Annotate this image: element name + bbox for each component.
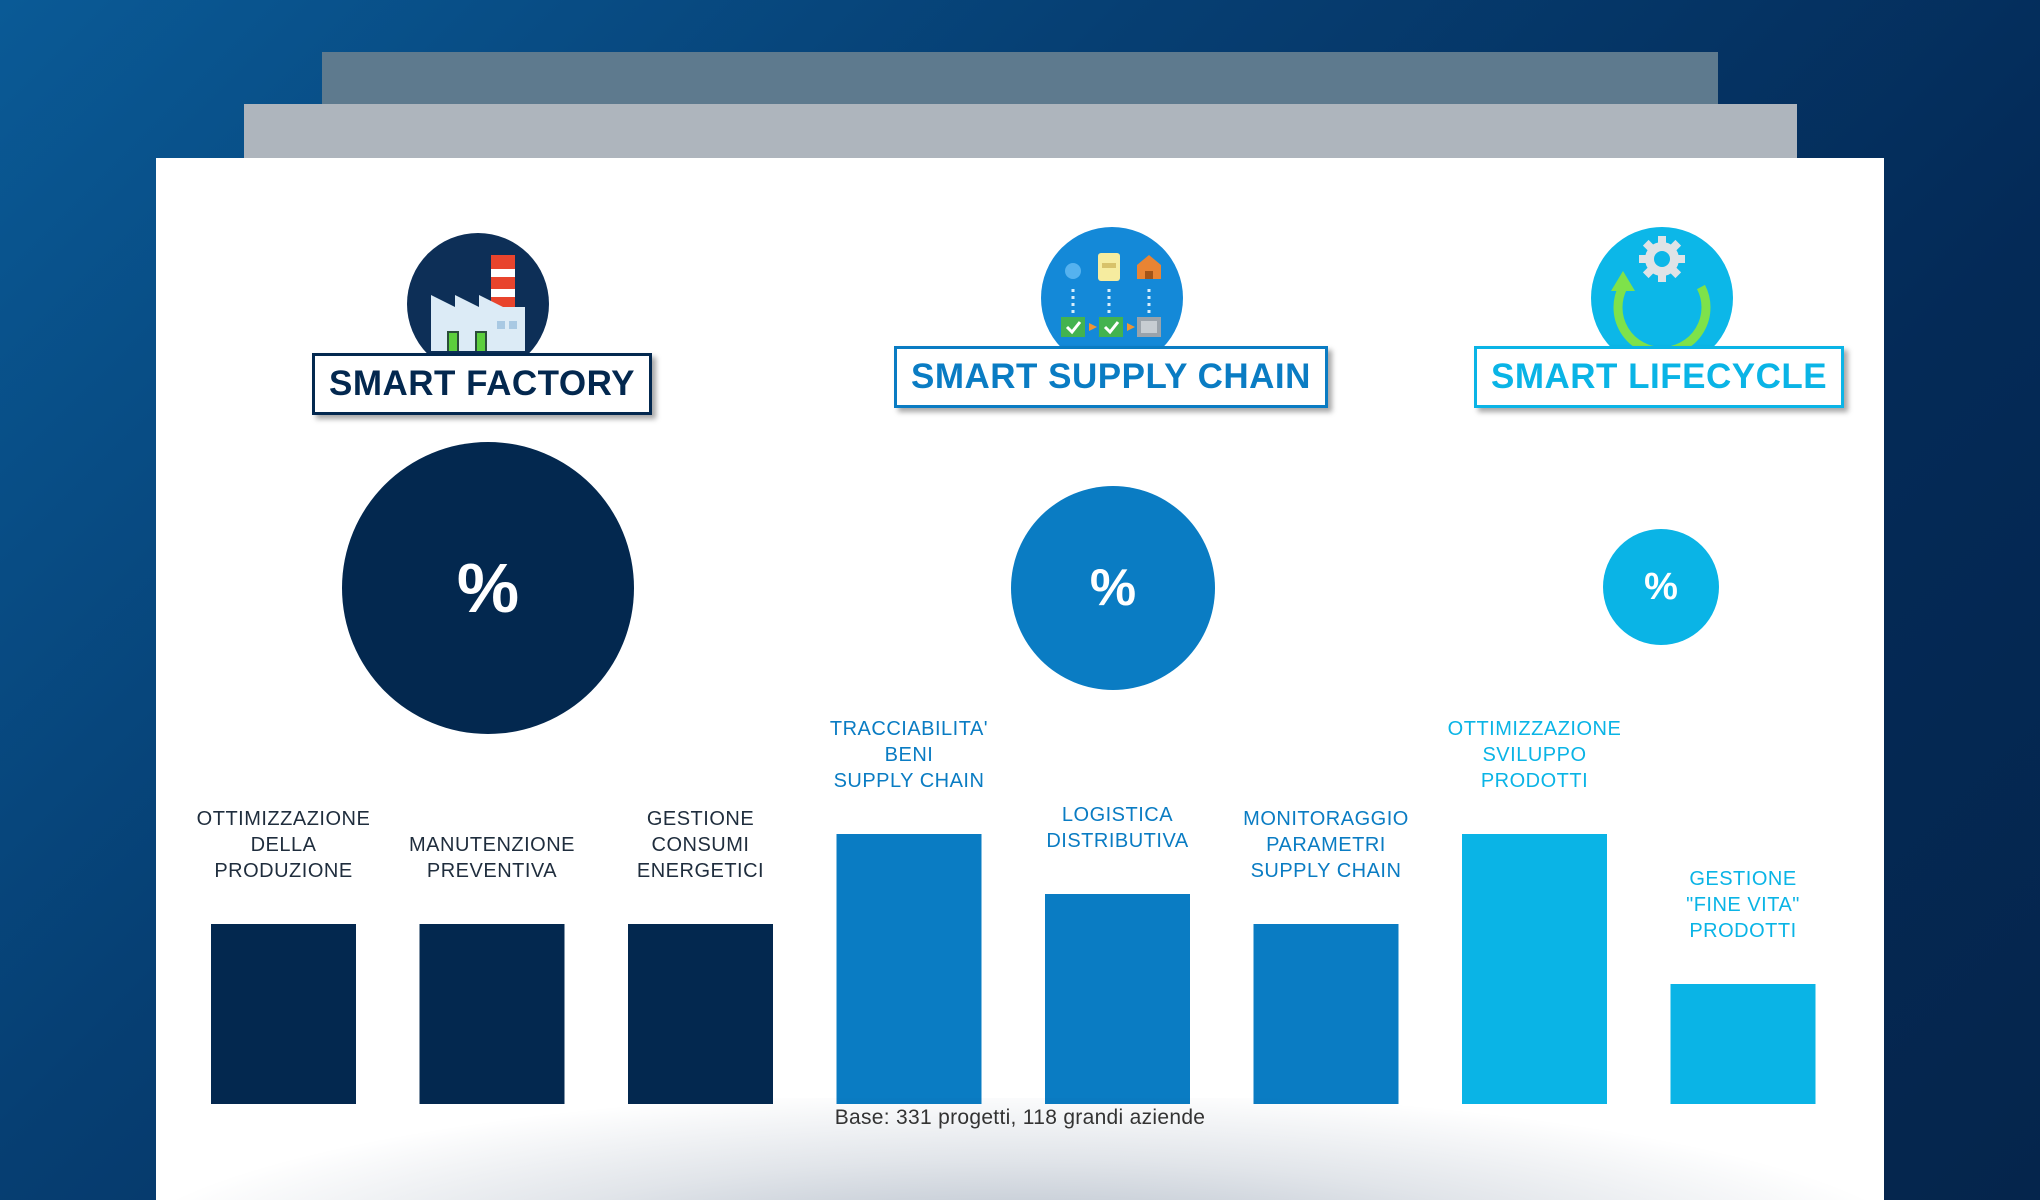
background-sheet-middle <box>244 104 1797 164</box>
supply-chain-icon <box>1041 227 1183 369</box>
factory-icon <box>407 233 549 375</box>
category-label-0-2: GESTIONE CONSUMI ENERGETICI <box>636 808 765 882</box>
category-label-2-1: GESTIONE "FINE VITA" PRODOTTI <box>1686 868 1800 942</box>
background-sheet-back <box>322 52 1718 112</box>
bar-chart <box>211 834 1816 1104</box>
category-label-1-2: MONITORAGGIO PARAMETRI SUPPLY CHAIN <box>1243 808 1409 882</box>
footnote: Base: 331 progetti, 118 grandi aziende <box>834 1106 1206 1129</box>
chart-card: SMART FACTORY SMART SUPPLY CHAIN SMART L… <box>156 158 1884 1200</box>
smart-lifecycle-share-bubble: % <box>1603 529 1719 645</box>
smart-factory-share-bubble: % <box>342 442 634 734</box>
smart-factory-title: SMART FACTORY <box>312 353 652 415</box>
bar-1-2 <box>1253 924 1399 1104</box>
bar-1-0 <box>836 834 982 1104</box>
category-label-1-0: TRACCIABILITA' BENI SUPPLY CHAIN <box>829 718 989 792</box>
category-label-2-0: OTTIMIZZAZIONE SVILUPPO PRODOTTI <box>1447 718 1622 792</box>
bar-0-1 <box>419 924 565 1104</box>
category-label-0-0: OTTIMIZZAZIONE DELLA PRODUZIONE <box>196 808 371 882</box>
bar-1-1 <box>1045 894 1190 1104</box>
smart-supply-chain-title: SMART SUPPLY CHAIN <box>894 346 1328 408</box>
category-label-1-1: LOGISTICA DISTRIBUTIVA <box>1046 804 1189 852</box>
bar-0-0 <box>211 924 356 1104</box>
bar-0-2 <box>628 924 773 1104</box>
category-label-0-1: MANUTENZIONE PREVENTIVA <box>409 834 575 882</box>
smart-supply-chain-share-bubble: % <box>1011 486 1215 690</box>
bar-2-1 <box>1670 984 1816 1104</box>
lifecycle-icon <box>1591 227 1733 369</box>
bar-2-0 <box>1462 834 1607 1104</box>
smart-lifecycle-title: SMART LIFECYCLE <box>1474 346 1845 408</box>
